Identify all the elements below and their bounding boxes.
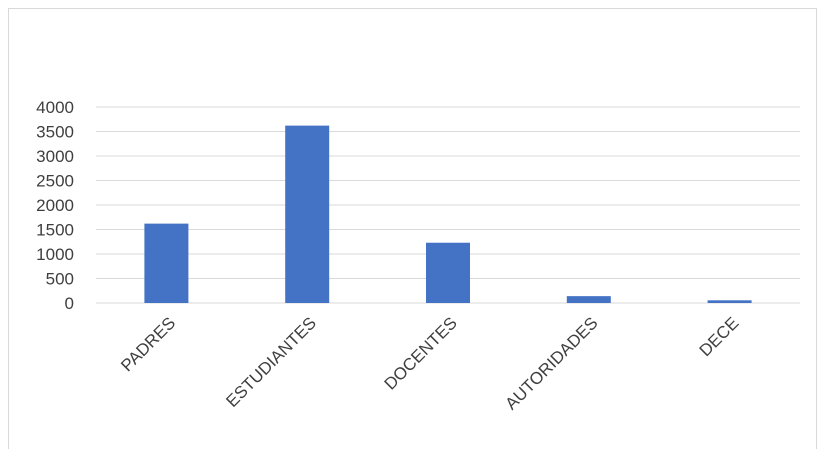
- x-category-label: PADRES: [117, 313, 179, 375]
- bar-dece: [707, 300, 752, 303]
- y-tick-label: 2500: [36, 172, 74, 191]
- bar-estudiantes: [285, 125, 330, 304]
- bar-padres: [144, 223, 189, 303]
- x-category-label: DOCENTES: [381, 313, 461, 393]
- y-tick-label: 1500: [36, 221, 74, 240]
- y-tick-label: 3500: [36, 123, 74, 142]
- chart-frame: [8, 8, 817, 449]
- y-tick-label: 4000: [36, 98, 74, 117]
- bars: [144, 125, 752, 304]
- y-tick-label: 500: [46, 270, 74, 289]
- bar-docentes: [426, 242, 470, 303]
- x-category-label: DECE: [696, 313, 743, 360]
- x-axis-labels: PADRES ESTUDIANTES DOCENTES AUTORIDADES DECE: [117, 313, 742, 413]
- y-axis-ticks: 0 500 1000 1500 2000 2500 3000 3500 4000: [36, 98, 74, 313]
- y-tick-label: 1000: [36, 245, 74, 264]
- y-tick-label: 2000: [36, 196, 74, 215]
- x-category-label: ESTUDIANTES: [222, 313, 320, 411]
- y-tick-label: 0: [65, 294, 74, 313]
- bar-autoridades: [566, 296, 611, 303]
- x-category-label: AUTORIDADES: [502, 313, 602, 413]
- y-tick-label: 3000: [36, 147, 74, 166]
